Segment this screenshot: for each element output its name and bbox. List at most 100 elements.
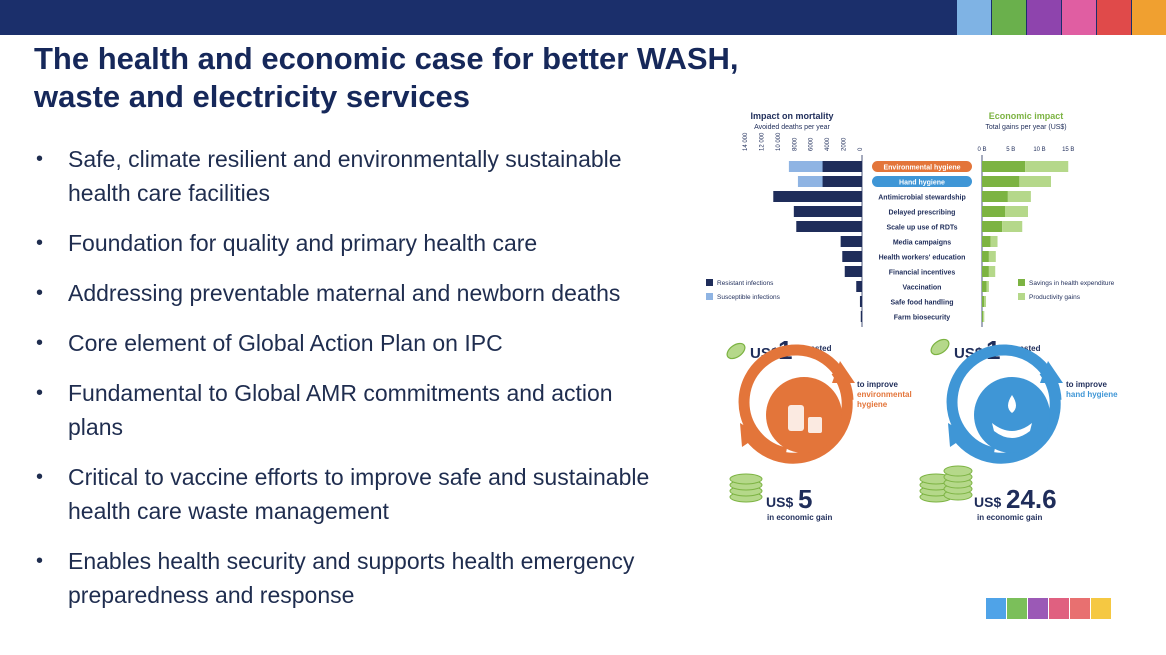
env-gain-label: in economic gain	[767, 513, 832, 522]
bullet-list: • Safe, climate resilient and environment…	[32, 142, 652, 628]
mortality-bar-resistant	[793, 206, 862, 217]
coin-stack-icon	[919, 465, 973, 503]
bar-charts: Impact on mortality Avoided deaths per ye…	[706, 111, 1115, 327]
mortality-bar-resistant	[796, 221, 862, 232]
economic-bar-savings	[982, 251, 989, 262]
category-label: Environmental hygiene	[883, 165, 960, 172]
color-swatch	[1027, 0, 1061, 35]
color-swatch	[1007, 598, 1027, 619]
title-line-2: waste and electricity services	[34, 79, 470, 114]
economic-bar-savings	[982, 281, 987, 292]
hand-improve-label: to improve	[1066, 380, 1107, 389]
economic-bar-productivity	[986, 281, 989, 292]
economic-bar-savings	[982, 311, 984, 322]
mortality-tick-label: 4000	[825, 137, 831, 151]
mortality-bar-resistant	[842, 251, 862, 262]
hand-gain-amount: 24.6	[1006, 484, 1057, 514]
category-label: Delayed prescribing	[889, 210, 956, 217]
category-label: Antimicrobial stewardship	[878, 195, 966, 202]
mortality-tick-label: 10 000	[776, 132, 782, 151]
color-swatch	[986, 598, 1006, 619]
mortality-bar-resistant	[822, 161, 862, 172]
hand-improve-target: hand hygiene	[1066, 390, 1118, 399]
mortality-subtitle: Avoided deaths per year	[754, 124, 830, 131]
economic-bar-savings	[982, 176, 1020, 187]
economic-bar-savings	[982, 206, 1005, 217]
color-strip	[956, 0, 1166, 35]
cycle-arrow-icon	[953, 367, 1061, 464]
spray-bottle-icon	[788, 405, 804, 431]
economic-tick-label: 0 B	[977, 147, 986, 153]
mortality-title: Impact on mortality	[750, 111, 833, 121]
economic-bar-savings	[982, 266, 989, 277]
handwash-icon	[974, 377, 1050, 453]
color-swatch	[992, 0, 1026, 35]
mortality-bar-resistant	[822, 176, 862, 187]
economic-bar-productivity	[1025, 161, 1069, 172]
color-swatch	[1132, 0, 1166, 35]
arrow-head-icon	[832, 361, 855, 383]
mortality-tick-label: 0	[858, 147, 864, 151]
mortality-bar-resistant	[840, 236, 862, 247]
env-improve-target-2: hygiene	[857, 400, 888, 409]
category-highlight-pill	[872, 161, 972, 172]
color-swatch	[1062, 0, 1096, 35]
category-label: Safe food handling	[891, 300, 954, 307]
legend-label: Resistant infections	[717, 280, 774, 287]
economic-bar-savings	[982, 236, 991, 247]
hand-gain-label: in economic gain	[977, 513, 1042, 522]
bullet-item: • Critical to vaccine efforts to improve …	[32, 460, 652, 528]
cycle-arrow-icon	[745, 367, 853, 464]
color-swatch	[1049, 598, 1069, 619]
legend-swatch-savings	[1018, 279, 1025, 286]
economic-bar-productivity	[983, 311, 985, 322]
legend-label: Susceptible infections	[717, 294, 781, 301]
economic-bar-productivity	[1005, 206, 1028, 217]
economic-tick-label: 15 B	[1062, 147, 1074, 153]
color-swatch	[1028, 598, 1048, 619]
banknote-icon	[726, 342, 746, 360]
legend-swatch-productivity	[1018, 293, 1025, 300]
category-label: Financial incentives	[889, 270, 956, 277]
color-swatch	[1091, 598, 1111, 619]
bullet-item: • Foundation for quality and primary heal…	[32, 226, 652, 260]
cupped-hand-icon	[992, 423, 1032, 438]
mortality-tick-label: 8000	[792, 137, 798, 151]
mortality-bar-resistant	[844, 266, 862, 277]
mortality-tick-label: 2000	[842, 137, 848, 151]
top-banner	[0, 0, 1166, 35]
category-label: Hand hygiene	[899, 180, 945, 187]
economic-tick-label: 10 B	[1033, 147, 1045, 153]
bullet-dot-icon: •	[36, 282, 44, 304]
category-label: Farm biosecurity	[894, 315, 951, 322]
banknote-icon	[930, 338, 950, 356]
bullet-dot-icon: •	[36, 332, 44, 354]
economic-bar-productivity	[1019, 176, 1051, 187]
arrow-head-icon	[948, 423, 968, 447]
coin-stack-icon	[729, 473, 763, 503]
economic-bar-productivity	[984, 296, 987, 307]
hand-gain-prefix: US$	[974, 494, 1001, 510]
bullet-item: • Enables health security and supports he…	[32, 544, 652, 612]
slide-title: The health and economic case for better …	[34, 40, 834, 116]
category-label: Health workers' education	[879, 255, 966, 262]
bullet-item: • Fundamental to Global AMR commitments a…	[32, 376, 652, 444]
bullet-item: • Safe, climate resilient and environment…	[32, 142, 652, 210]
mortality-bar-resistant	[859, 296, 862, 307]
color-swatch	[957, 0, 991, 35]
arrow-head-icon	[1040, 361, 1063, 383]
economic-bar-savings	[982, 296, 985, 307]
mortality-bar-resistant	[773, 191, 862, 202]
env-improve-label: to improve	[857, 380, 898, 389]
bullet-item: • Core element of Global Action Plan on I…	[32, 326, 652, 360]
footer-color-strip	[986, 598, 1112, 619]
economic-bar-productivity	[988, 266, 996, 277]
bullet-dot-icon: •	[36, 148, 44, 170]
title-line-1: The health and economic case for better …	[34, 41, 739, 76]
legend-swatch-resistant	[706, 279, 713, 286]
env-roi-panel: US$ 1 invested to improve environmental …	[726, 335, 912, 522]
legend-swatch-susceptible	[706, 293, 713, 300]
bullet-item: • Addressing preventable maternal and new…	[32, 276, 652, 310]
economic-bar-productivity	[1007, 191, 1031, 202]
wash-infographic: Impact on mortality Avoided deaths per ye…	[700, 105, 1140, 535]
